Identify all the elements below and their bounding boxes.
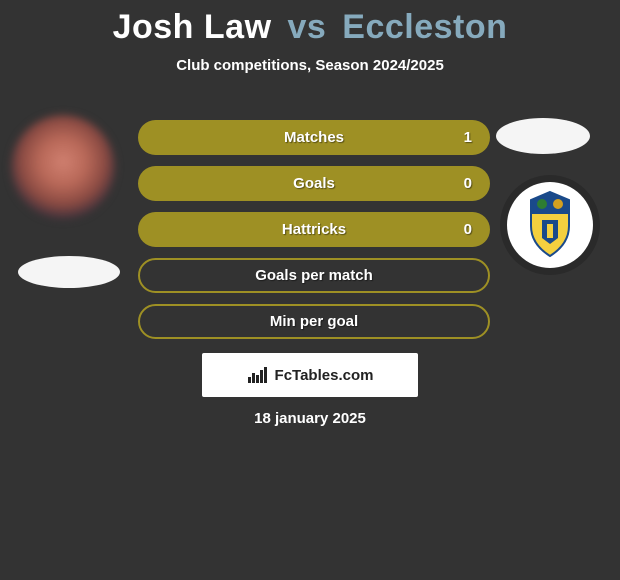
- stat-row-goals-per-match: Goals per match: [138, 258, 490, 293]
- player1-avatar: [11, 115, 115, 219]
- stat-row-hattricks: Hattricks 0: [138, 212, 490, 247]
- stat-value: 0: [464, 221, 472, 238]
- stat-value: 1: [464, 129, 472, 146]
- stat-row-goals: Goals 0: [138, 166, 490, 201]
- stat-label: Goals per match: [255, 267, 373, 284]
- date-text: 18 january 2025: [254, 410, 366, 427]
- player2-team-ellipse: [496, 118, 590, 154]
- comparison-title: Josh Law vs Eccleston: [0, 0, 620, 47]
- shield-icon: [507, 182, 593, 268]
- stats-container: Matches 1 Goals 0 Hattricks 0 Goals per …: [138, 120, 490, 339]
- stat-label: Min per goal: [270, 313, 358, 330]
- player2-name: Eccleston: [342, 8, 507, 46]
- attribution-badge: FcTables.com: [202, 353, 418, 397]
- stat-label: Hattricks: [282, 221, 346, 238]
- player1-team-ellipse: [18, 256, 120, 288]
- bar-chart-icon: [247, 366, 269, 384]
- stat-label: Goals: [293, 175, 335, 192]
- subtitle: Club competitions, Season 2024/2025: [0, 57, 620, 74]
- stat-value: 0: [464, 175, 472, 192]
- stat-row-min-per-goal: Min per goal: [138, 304, 490, 339]
- player2-team-logo: [500, 175, 600, 275]
- player1-name: Josh Law: [113, 8, 272, 46]
- attribution-text: FcTables.com: [275, 367, 374, 384]
- stat-label: Matches: [284, 129, 344, 146]
- vs-text: vs: [287, 8, 326, 46]
- player1-column: [8, 115, 118, 219]
- stat-row-matches: Matches 1: [138, 120, 490, 155]
